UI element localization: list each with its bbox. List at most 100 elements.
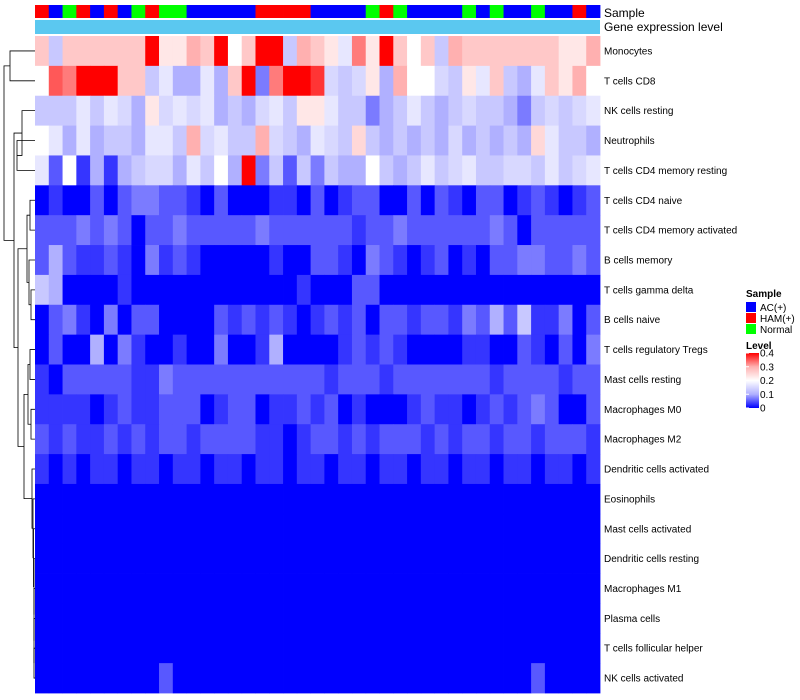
heatmap-cell xyxy=(48,424,63,455)
heatmap-cell xyxy=(572,215,587,246)
heatmap-cell xyxy=(269,95,284,126)
heatmap-cell xyxy=(365,36,380,67)
heatmap-cell xyxy=(296,125,312,156)
heatmap-cell xyxy=(324,394,339,425)
heatmap-cell xyxy=(255,95,270,126)
heatmap-cell xyxy=(558,483,573,515)
heatmap-cell xyxy=(214,36,229,67)
heatmap-cell xyxy=(475,513,491,545)
heatmap-cell xyxy=(503,215,518,246)
heatmap-cell xyxy=(131,663,146,694)
heatmap-cell xyxy=(117,245,132,276)
sample-annotation-cell xyxy=(517,5,532,18)
heatmap-cell xyxy=(131,513,146,545)
heatmap-cell xyxy=(544,155,560,186)
heatmap-cell xyxy=(214,245,229,276)
sample-annotation-cell xyxy=(296,5,312,18)
heatmap-cell xyxy=(544,513,560,545)
heatmap-cell xyxy=(393,215,408,246)
heatmap-cell xyxy=(296,543,312,574)
heatmap-cell xyxy=(407,633,422,664)
heatmap-cell xyxy=(131,424,146,455)
heatmap-cell xyxy=(241,65,256,97)
heatmap-cell xyxy=(489,334,504,365)
heatmap-cell xyxy=(420,304,436,336)
heatmap-cell xyxy=(131,155,146,186)
heatmap-cell xyxy=(255,304,270,336)
heatmap-cell xyxy=(420,215,436,246)
heatmap-cell xyxy=(200,304,215,336)
row-label: Macrophages M0 xyxy=(604,405,682,416)
heatmap-cell xyxy=(420,573,436,604)
sample-track-label: Sample xyxy=(604,6,645,20)
heatmap-cell xyxy=(420,633,436,664)
heatmap-cell xyxy=(62,215,77,246)
heatmap-cell xyxy=(379,245,394,276)
heatmap-cell xyxy=(462,573,477,604)
heatmap-cell xyxy=(324,334,339,365)
row-label: Eosinophils xyxy=(604,494,655,505)
heatmap-cell xyxy=(269,513,284,545)
dendrogram-branch xyxy=(26,214,30,283)
heatmap-cell xyxy=(434,454,449,485)
heatmap-cell xyxy=(241,155,256,186)
heatmap-cell xyxy=(489,573,504,604)
heatmap-cell xyxy=(393,125,408,156)
row-label: Monocytes xyxy=(604,46,652,57)
heatmap-cell xyxy=(131,454,146,485)
heatmap-cell xyxy=(351,454,367,485)
heatmap-cell xyxy=(503,36,518,67)
heatmap-cell xyxy=(200,185,215,216)
heatmap-cell xyxy=(489,185,504,216)
heatmap-cell xyxy=(103,543,119,574)
heatmap-cell xyxy=(462,304,477,336)
heatmap-cell xyxy=(503,633,518,664)
heatmap-cell xyxy=(145,334,160,365)
heatmap-cell xyxy=(227,364,243,395)
heatmap-cell xyxy=(393,394,408,425)
heatmap-cell xyxy=(48,663,63,694)
heatmap-cell xyxy=(90,304,105,336)
heatmap-cell xyxy=(558,394,573,425)
heatmap-cell xyxy=(448,65,463,97)
heatmap-cell xyxy=(531,513,546,545)
heatmap-cell xyxy=(338,125,353,156)
heatmap-cell xyxy=(145,155,160,186)
heatmap-cell xyxy=(434,603,449,634)
heatmap-cell xyxy=(255,245,270,276)
heatmap-cell xyxy=(62,603,77,634)
heatmap-cell xyxy=(531,663,546,694)
heatmap-cell xyxy=(558,334,573,365)
heatmap-cell xyxy=(145,454,160,485)
heatmap-cell xyxy=(269,65,284,97)
heatmap-cell xyxy=(172,364,187,395)
heatmap-cell xyxy=(531,334,546,365)
heatmap-cell xyxy=(393,245,408,276)
heatmap-cell xyxy=(117,65,132,97)
heatmap-cell xyxy=(503,125,518,156)
heatmap-cell xyxy=(558,543,573,574)
heatmap-cell xyxy=(572,394,587,425)
heatmap-cell xyxy=(241,483,256,515)
heatmap-cell xyxy=(572,274,587,306)
heatmap-cell xyxy=(365,603,380,634)
heatmap-cell xyxy=(517,304,532,336)
heatmap-cell xyxy=(407,245,422,276)
heatmap-cell xyxy=(62,304,77,336)
heatmap-cell xyxy=(379,364,394,395)
heatmap-cell xyxy=(544,543,560,574)
heatmap-cell xyxy=(62,36,77,67)
heatmap-cell xyxy=(475,424,491,455)
heatmap-cell xyxy=(572,663,587,694)
heatmap-cell xyxy=(544,274,560,306)
heatmap-cell xyxy=(241,633,256,664)
heatmap-cell xyxy=(159,185,174,216)
heatmap-cell xyxy=(145,245,160,276)
heatmap-cell xyxy=(186,454,201,485)
heatmap-cell xyxy=(269,483,284,515)
heatmap-cell xyxy=(407,663,422,694)
heatmap-cell xyxy=(227,543,243,574)
heatmap-cell xyxy=(117,274,132,306)
level-legend: Level 0 0.1 0.2 0.3 0.4 xyxy=(746,341,774,415)
gene-expression-track xyxy=(35,20,600,34)
